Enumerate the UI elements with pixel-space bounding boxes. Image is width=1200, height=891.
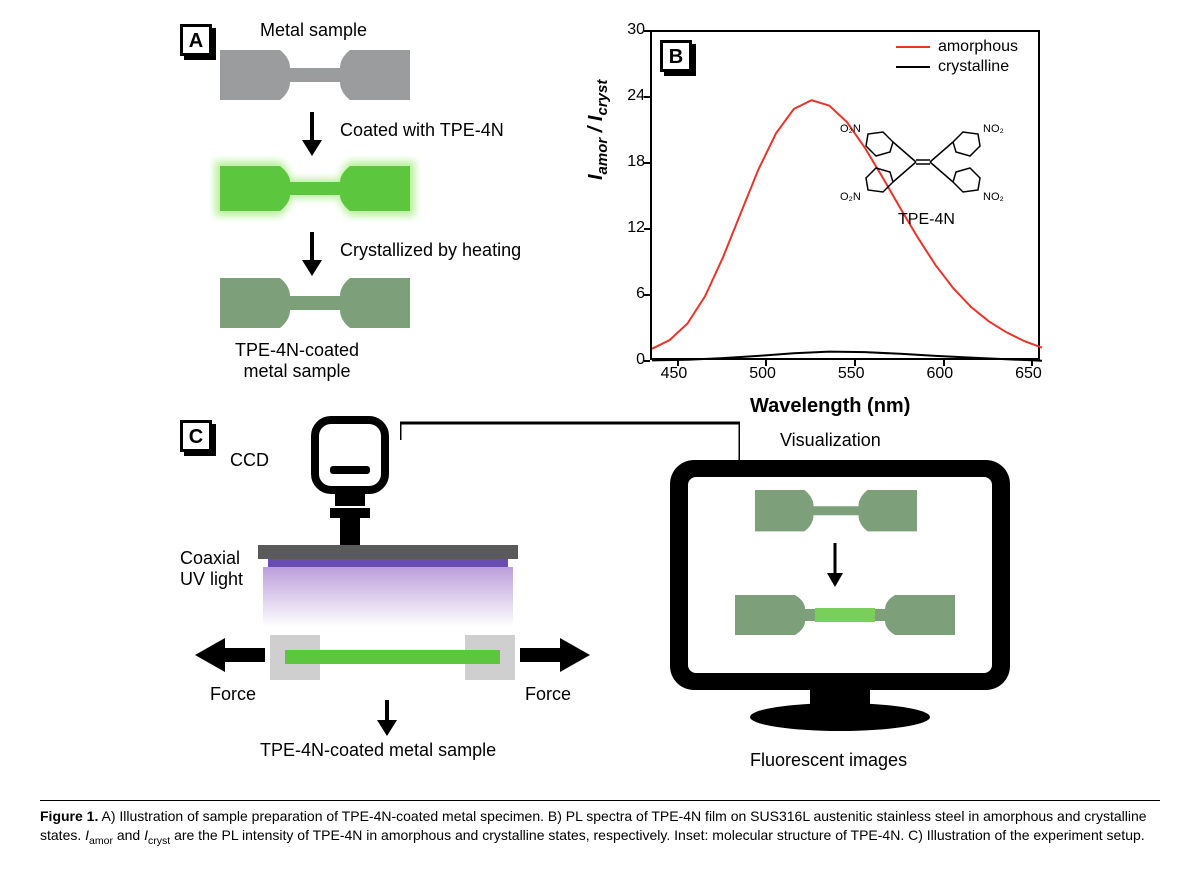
chart-legend: amorphous crystalline [896, 38, 1018, 78]
force-left-label: Force [210, 684, 256, 705]
panel-a-step1-label: Metal sample [260, 20, 367, 41]
metal-sample-shape [220, 50, 410, 110]
crystallized-sample-shape [220, 278, 410, 338]
ytick-6: 6 [615, 285, 645, 303]
xtick-650: 650 [1015, 365, 1042, 383]
sample-label-c: TPE-4N-coated metal sample [260, 740, 496, 761]
arrow-1-head [302, 140, 322, 156]
legend-amorphous-line [896, 46, 930, 48]
figure-caption: Figure 1. A) Illustration of sample prep… [40, 800, 1160, 848]
arrow-2-shaft [310, 232, 314, 262]
molecule-group-tl: O₂N [840, 123, 861, 135]
arrow-c-head [377, 720, 397, 736]
molecule-name: TPE-4N [898, 211, 955, 228]
legend-crystalline-text: crystalline [938, 58, 1009, 76]
legend-amorphous: amorphous [896, 38, 1018, 56]
ytick-24: 24 [615, 87, 645, 105]
ytick-30: 30 [615, 21, 645, 39]
y-axis-label: Iamor / Icryst [585, 80, 611, 180]
panel-b-label: B [660, 40, 692, 72]
panel-a-label: A [180, 24, 212, 56]
caption-rest: are the PL intensity of TPE-4N in amorph… [174, 827, 1145, 843]
ytick-18: 18 [615, 153, 645, 171]
panel-a: A Metal sample Coated with TPE-4N Crysta… [180, 20, 580, 400]
xtick-600: 600 [927, 365, 954, 383]
xtick-500: 500 [749, 365, 776, 383]
molecule-inset: O₂N NO₂ O₂N NO₂ TPE-4N [838, 102, 1008, 232]
uv-light-icon [258, 545, 518, 635]
arrow-2-head [302, 260, 322, 276]
panel-a-final-label: TPE-4N-coated metal sample [235, 340, 359, 382]
panel-a-step3-label: Crystallized by heating [340, 240, 521, 261]
ccd-camera-icon [295, 410, 405, 550]
fluorescent-label: Fluorescent images [750, 750, 907, 771]
panel-c-left: C CCD Coaxial UV light [180, 420, 600, 790]
ccd-label: CCD [230, 450, 269, 471]
caption-s2: cryst [148, 835, 170, 847]
molecule-group-br: NO₂ [983, 191, 1004, 203]
arrow-1-shaft [310, 112, 314, 142]
panel-c-right: Visualization Fluorescent images [650, 420, 1050, 790]
panel-a-step2-label: Coated with TPE-4N [340, 120, 504, 141]
force-right-label: Force [525, 684, 571, 705]
panel-b: B amorphous crystalline [590, 20, 1050, 430]
caption-s1: amor [89, 835, 113, 847]
arrow-c-shaft [385, 700, 389, 722]
ytick-0: 0 [615, 351, 645, 369]
caption-mid: and [117, 827, 144, 843]
caption-figlabel: Figure 1. [40, 808, 98, 824]
legend-crystalline-line [896, 66, 930, 68]
figure-area: A Metal sample Coated with TPE-4N Crysta… [180, 20, 1050, 790]
legend-amorphous-text: amorphous [938, 38, 1018, 56]
legend-crystalline: crystalline [896, 58, 1018, 76]
visualization-label: Visualization [780, 430, 881, 451]
chart-plot-area: amorphous crystalline [650, 30, 1040, 360]
xtick-450: 450 [661, 365, 688, 383]
molecule-group-bl: O₂N [840, 191, 861, 203]
panel-c-label: C [180, 420, 212, 452]
monitor-icon [660, 455, 1030, 745]
uv-label: Coaxial UV light [180, 548, 243, 590]
ytick-12: 12 [615, 219, 645, 237]
x-axis-label: Wavelength (nm) [750, 395, 910, 418]
molecule-group-tr: NO₂ [983, 123, 1004, 135]
coated-sample-shape [210, 156, 420, 228]
xtick-550: 550 [838, 365, 865, 383]
